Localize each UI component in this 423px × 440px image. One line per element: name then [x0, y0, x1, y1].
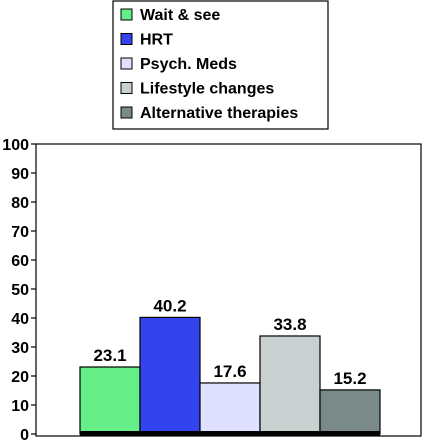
bar-value-label: 15.2: [333, 369, 366, 388]
bars: [79, 316, 381, 435]
baseline-group: [80, 431, 380, 436]
bar: [319, 389, 381, 435]
y-tick-label: 20: [11, 369, 29, 386]
legend-label: HRT: [140, 32, 173, 49]
legend-swatch: [120, 8, 133, 21]
legend-swatch: [120, 33, 133, 45]
y-tick-label: 100: [2, 137, 29, 154]
y-tick-label: 30: [11, 340, 29, 357]
bar-value-label: 17.6: [213, 362, 246, 381]
bar-value-label: 33.8: [273, 315, 306, 334]
legend-frame: [112, 0, 329, 130]
y-tick-label: 90: [11, 166, 29, 183]
y-tick-label: 40: [11, 311, 29, 328]
bar: [199, 382, 261, 435]
legend-label: Alternative therapies: [140, 105, 298, 122]
bar: [259, 335, 321, 435]
y-tick-label: 50: [11, 282, 29, 299]
legend-label: Lifestyle changes: [140, 81, 274, 98]
y-tick-label: 70: [11, 224, 29, 241]
bar: [79, 366, 141, 435]
y-axis: 0 10 20 30 40 50 60 70 80 90 100: [2, 137, 36, 440]
bar-value-label: 40.2: [153, 296, 186, 315]
bar-baseline: [80, 431, 380, 436]
legend-label: Wait & see: [140, 7, 220, 24]
legend-swatch: [120, 82, 133, 94]
legend-swatch: [120, 106, 133, 119]
data-labels: 23.1 40.2 17.6 33.8 15.2: [93, 296, 366, 388]
y-tick-label: 80: [11, 195, 29, 212]
y-tick-label: 60: [11, 253, 29, 270]
bar: [139, 316, 201, 435]
legend: Wait & see HRT Psych. Meds Lifestyle change…: [112, 0, 329, 130]
y-tick-label: 0: [20, 427, 29, 440]
legend-label: Psych. Meds: [140, 56, 237, 73]
legend-swatch: [120, 57, 133, 70]
bar-value-label: 23.1: [93, 346, 126, 365]
y-tick-label: 10: [11, 398, 29, 415]
